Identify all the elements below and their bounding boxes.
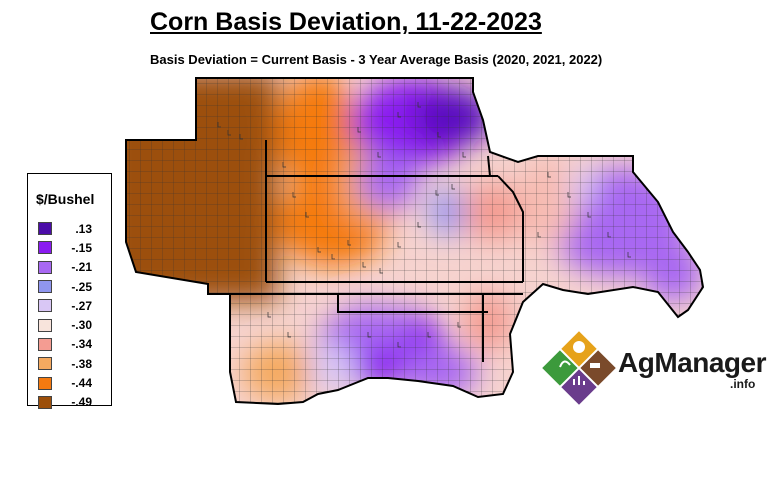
legend-item: -.15 bbox=[38, 238, 92, 257]
legend-item: -.44 bbox=[38, 373, 92, 392]
legend-items: .13 -.15 -.21 -.25 -.27 -.30 -.34 -.38 -.44 -.49 bbox=[38, 219, 92, 412]
legend-label: -.27 bbox=[71, 298, 92, 313]
map-subtitle: Basis Deviation = Current Basis - 3 Year… bbox=[150, 52, 603, 67]
map-title: Corn Basis Deviation, 11-22-2023 bbox=[150, 8, 542, 36]
agmanager-logo-icon bbox=[542, 331, 616, 405]
legend-title: $/Bushel bbox=[36, 191, 95, 207]
legend-swatch bbox=[38, 337, 52, 351]
legend-label: -.25 bbox=[71, 279, 92, 294]
location-markers bbox=[217, 102, 631, 348]
legend-label: -.49 bbox=[71, 395, 92, 410]
legend-label: -.38 bbox=[71, 356, 92, 371]
basis-deviation-map bbox=[125, 77, 705, 406]
legend-item: -.25 bbox=[38, 277, 92, 296]
logo-name: AgManager bbox=[618, 347, 766, 378]
legend-swatch bbox=[38, 280, 52, 294]
legend-item: -.38 bbox=[38, 354, 92, 373]
legend-item: -.49 bbox=[38, 393, 92, 412]
legend-label: .13 bbox=[75, 221, 92, 236]
legend-label: -.44 bbox=[71, 376, 92, 391]
legend-item: -.34 bbox=[38, 335, 92, 354]
legend-swatch bbox=[38, 222, 52, 236]
legend-swatch bbox=[38, 260, 52, 274]
legend-label: -.34 bbox=[71, 337, 92, 352]
legend-swatch bbox=[38, 318, 52, 332]
legend-label: -.21 bbox=[71, 260, 92, 275]
legend-swatch bbox=[38, 376, 52, 390]
legend-swatch bbox=[38, 395, 52, 409]
state-boundaries bbox=[125, 77, 705, 406]
legend-item: -.30 bbox=[38, 315, 92, 334]
legend-item: -.21 bbox=[38, 258, 92, 277]
legend-item: -.27 bbox=[38, 296, 92, 315]
logo-suffix: .info bbox=[730, 377, 756, 391]
legend-label: -.15 bbox=[71, 240, 92, 255]
map-legend: $/Bushel .13 -.15 -.21 -.25 -.27 -.30 -.34 -.38… bbox=[27, 173, 112, 409]
legend-swatch bbox=[38, 241, 52, 255]
legend-swatch bbox=[38, 357, 52, 371]
legend-label: -.30 bbox=[71, 318, 92, 333]
legend-swatch bbox=[38, 299, 52, 313]
agmanager-logo: AgManager .info bbox=[540, 327, 766, 409]
legend-item: .13 bbox=[38, 219, 92, 238]
